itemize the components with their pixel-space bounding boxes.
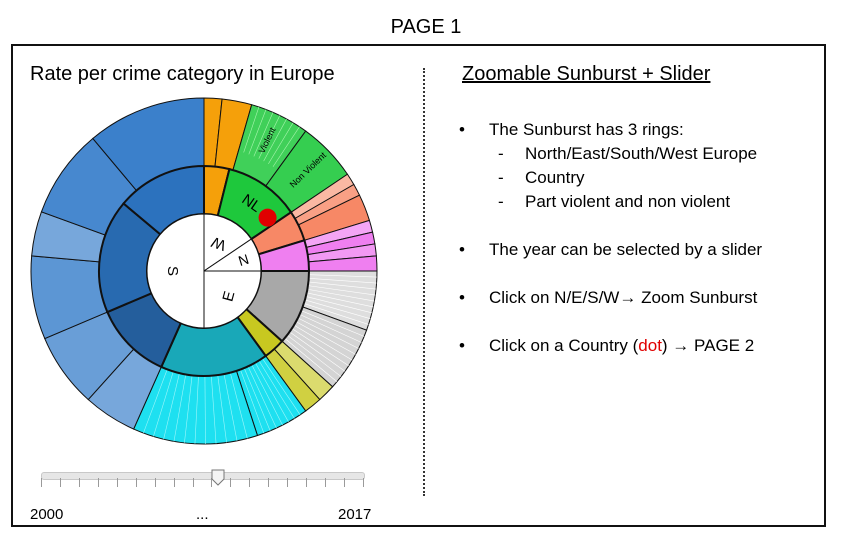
part-east-gray-b-divider: [297, 317, 359, 349]
part-east-cyan-b-divider: [143, 369, 168, 434]
part-east-gray-b-divider: [291, 328, 349, 366]
part-east-cyan-b-divider: [229, 372, 248, 439]
region-label-s: S: [164, 266, 181, 276]
year-tick: [59, 478, 61, 487]
part-east-gray-a-divider: [307, 285, 376, 296]
region-e[interactable]: [203, 270, 262, 329]
year-tick: [154, 478, 156, 487]
part-east-cyan-b-divider: [163, 373, 180, 440]
year-slider-track[interactable]: [41, 472, 365, 480]
region-s[interactable]: [146, 213, 205, 329]
page-frame: [11, 44, 826, 527]
part-east-gray-a-divider: [307, 288, 375, 302]
year-slider-thumb[interactable]: [211, 469, 225, 486]
year-tick: [78, 478, 80, 487]
part-east-gray-b-divider: [287, 334, 342, 377]
year-tick: [116, 478, 118, 487]
part-east-gray-a-divider: [308, 281, 377, 290]
year-tick: [306, 478, 308, 487]
part-east-cyan-b-divider: [217, 375, 227, 443]
part-east-gray-b-divider: [299, 314, 362, 343]
part-east-cyan-b-divider: [204, 375, 206, 444]
slider-mid-label: ...: [196, 506, 209, 523]
year-tick: [287, 478, 289, 487]
part-east-gray-a-divider: [303, 303, 369, 325]
section-divider: [423, 68, 425, 496]
part-east-cyan-b-divider: [223, 374, 238, 441]
part-east-cyan-b-divider: [173, 374, 187, 442]
year-tick: [249, 478, 251, 487]
part-east-gray-a-divider: [308, 278, 377, 284]
part-east-cyan-b-divider: [153, 371, 174, 437]
year-tick: [192, 478, 194, 487]
region-ring: [146, 213, 262, 329]
part-nl-violent-divider: [253, 112, 274, 157]
region-label-e: E: [219, 289, 238, 303]
part-east-cyan-a-divider: [251, 364, 283, 426]
part-east-gray-b-divider: [295, 321, 356, 355]
part-east-cyan-a-divider: [247, 366, 277, 429]
part-east-gray-b-divider: [289, 331, 346, 372]
part-east-cyan-a-divider: [258, 360, 295, 419]
region-label-w: W: [208, 233, 228, 254]
part-nl-violent-divider: [272, 126, 300, 167]
year-tick: [173, 478, 175, 487]
year-tick: [211, 478, 213, 487]
part-nl-violent-divider: [248, 109, 267, 155]
part-east-gray-b-divider: [293, 324, 353, 361]
part-nl-violent-divider: [263, 118, 287, 162]
part-east-gray-a-divider: [304, 299, 371, 319]
sunburst-title: Rate per crime category in Europe: [30, 63, 335, 85]
year-tick: [135, 478, 137, 487]
part-east-gray-b-divider: [301, 310, 365, 337]
part-east-cyan-b-divider: [184, 375, 193, 443]
part-east-cyan-a-divider: [240, 369, 265, 434]
slider-start-label: 2000: [30, 506, 64, 523]
slider-end-label: 2017: [338, 506, 372, 523]
year-tick: [344, 478, 346, 487]
year-tick: [230, 478, 232, 487]
part-nl-violent-divider: [268, 122, 294, 165]
part-east-gray-a-divider: [308, 274, 377, 278]
year-tick: [268, 478, 270, 487]
year-tick: [97, 478, 99, 487]
region-label-n: N: [236, 251, 250, 269]
year-slider-ticks: [41, 478, 364, 490]
part-east-cyan-a-divider: [255, 362, 289, 423]
country-dot-nl[interactable]: [258, 208, 277, 227]
part-nl-violent-divider: [258, 115, 281, 159]
part-east-cyan-b-divider: [194, 375, 199, 444]
year-tick: [41, 478, 42, 487]
page-label: PAGE 1: [390, 16, 462, 38]
part-east-cyan-b-divider: [211, 375, 217, 444]
part-nl-violent-divider: [243, 106, 260, 153]
part-east-gray-a-divider: [306, 292, 374, 308]
part-east-cyan-a-divider: [262, 358, 301, 416]
year-tick: [325, 478, 327, 487]
part-east-gray-b-divider: [284, 337, 338, 382]
explanation-title: Zoomable Sunburst + Slider: [462, 63, 711, 85]
part-east-gray-a-divider: [305, 296, 372, 314]
part-east-cyan-a-divider: [243, 367, 271, 431]
year-tick: [363, 478, 364, 487]
